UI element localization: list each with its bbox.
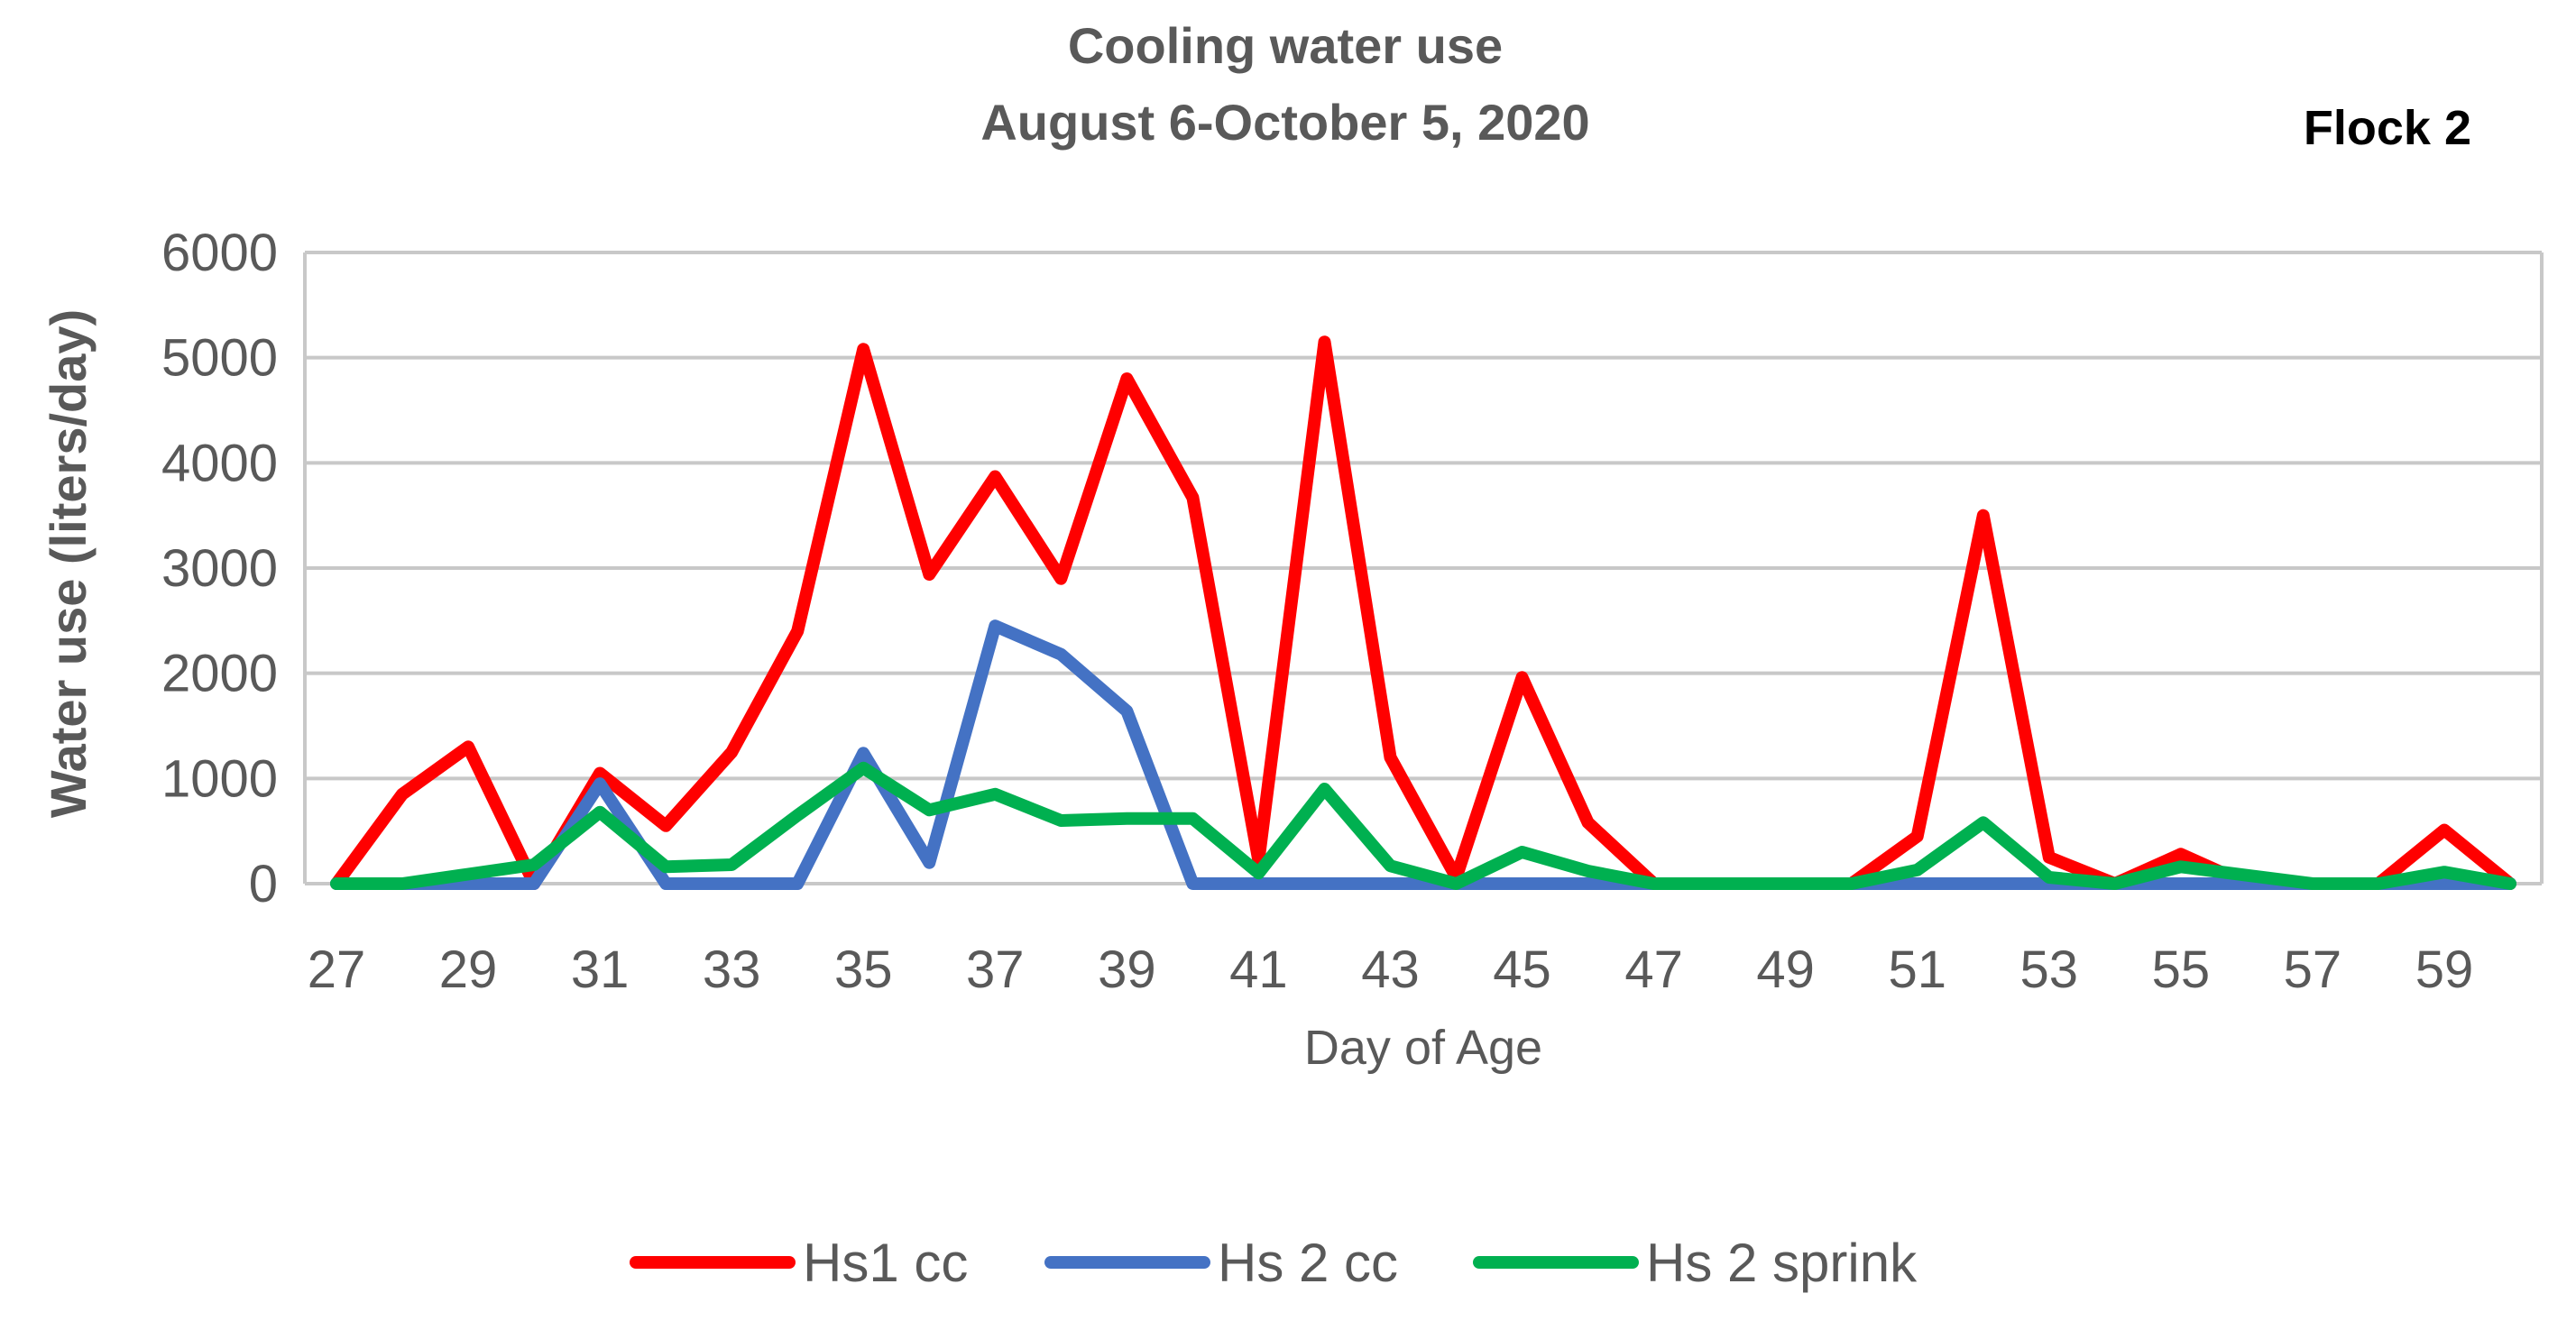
x-tick-label: 43 bbox=[1361, 940, 1420, 999]
legend-label: Hs 2 sprink bbox=[1646, 1233, 1918, 1293]
y-tick-label: 2000 bbox=[161, 645, 278, 703]
x-tick-label: 27 bbox=[308, 940, 366, 999]
y-tick-label: 1000 bbox=[161, 749, 278, 808]
x-tick-labels: 27 29 31 33 35 37 39 41 43 45 47 49 51 53 55 57 59 bbox=[308, 940, 2473, 999]
x-tick-label: 33 bbox=[703, 940, 761, 999]
y-tick-label: 0 bbox=[249, 855, 278, 913]
x-tick-label: 47 bbox=[1624, 940, 1683, 999]
x-tick-label: 39 bbox=[1098, 940, 1156, 999]
chart-subtitle: August 6-October 5, 2020 bbox=[980, 94, 1589, 151]
series-lines bbox=[330, 335, 2516, 890]
x-tick-label: 37 bbox=[966, 940, 1025, 999]
legend: Hs1 cc Hs 2 cc Hs 2 sprink bbox=[630, 1233, 1918, 1293]
chart-title: Cooling water use bbox=[1068, 17, 1503, 74]
series-line-hs-2-cc bbox=[330, 619, 2516, 890]
flock-annotation: Flock 2 bbox=[2304, 101, 2471, 155]
y-tick-label: 5000 bbox=[161, 329, 278, 388]
legend-label: Hs 2 cc bbox=[1218, 1233, 1398, 1293]
x-tick-label: 45 bbox=[1493, 940, 1551, 999]
series-line-hs-2-sprink bbox=[330, 761, 2516, 890]
x-tick-label: 35 bbox=[834, 940, 893, 999]
y-tick-label: 4000 bbox=[161, 434, 278, 492]
x-tick-label: 55 bbox=[2152, 940, 2211, 999]
y-axis-title: Water use (liters/day) bbox=[40, 309, 97, 818]
x-tick-label: 57 bbox=[2284, 940, 2342, 999]
x-tick-label: 41 bbox=[1229, 940, 1288, 999]
legend-label: Hs1 cc bbox=[803, 1233, 968, 1293]
x-tick-label: 59 bbox=[2415, 940, 2474, 999]
series-line-hs1-cc bbox=[330, 335, 2516, 890]
y-tick-label: 6000 bbox=[161, 224, 278, 282]
x-axis-title: Day of Age bbox=[1304, 1021, 1542, 1075]
y-tick-labels: 0 1000 2000 3000 4000 5000 6000 bbox=[161, 224, 278, 913]
x-tick-label: 51 bbox=[1888, 940, 1946, 999]
x-tick-label: 53 bbox=[2020, 940, 2079, 999]
x-tick-label: 29 bbox=[439, 940, 498, 999]
x-tick-label: 31 bbox=[571, 940, 630, 999]
x-tick-label: 49 bbox=[1756, 940, 1815, 999]
gridlines bbox=[303, 251, 2544, 885]
y-tick-label: 3000 bbox=[161, 539, 278, 598]
